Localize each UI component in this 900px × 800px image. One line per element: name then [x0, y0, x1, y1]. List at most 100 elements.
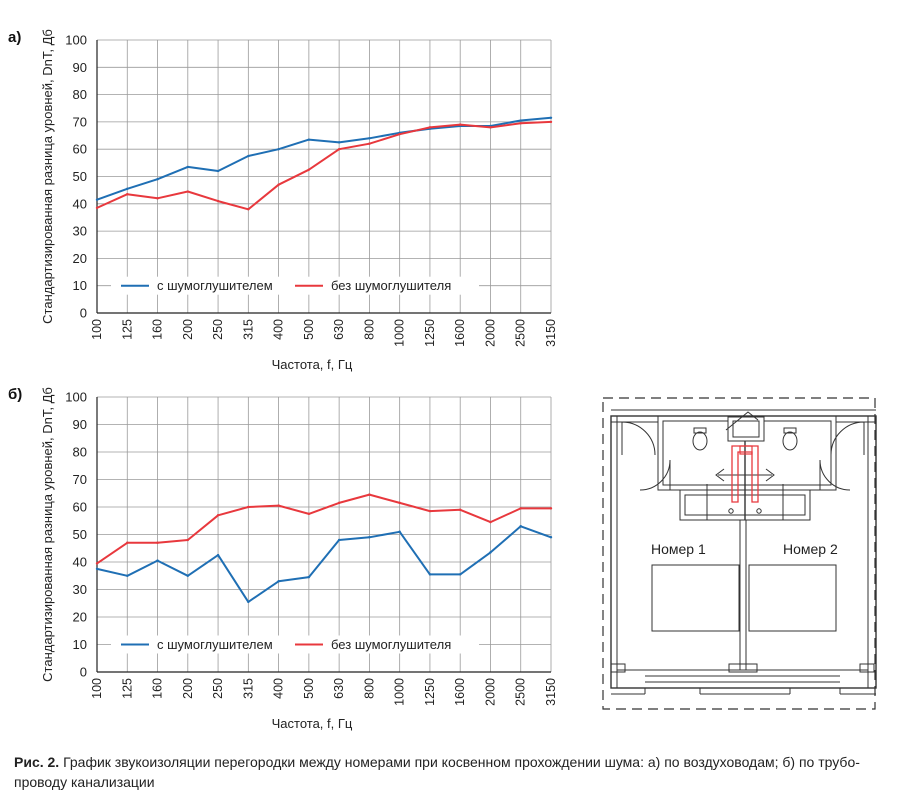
y-tick-label: 50 [73, 527, 87, 542]
y-tick-label: 70 [73, 472, 87, 487]
data-point [519, 525, 522, 528]
series-line [96, 525, 552, 603]
x-tick-label: 400 [272, 678, 286, 699]
data-point [549, 507, 553, 510]
data-point [489, 551, 492, 554]
x-tick-label: 1000 [393, 678, 407, 706]
data-point [277, 183, 280, 186]
y-tick-label: 70 [73, 114, 87, 129]
x-tick-label: 630 [332, 319, 346, 340]
y-tick-label: 10 [73, 637, 87, 652]
x-tick-label: 3150 [544, 319, 558, 347]
y-tick-label: 20 [73, 610, 87, 625]
data-point [216, 169, 220, 173]
door-arc-left [621, 421, 656, 456]
y-tick-label: 30 [73, 224, 87, 239]
x-axis-title: Частота, f, Гц [272, 357, 353, 372]
data-point [337, 141, 341, 144]
x-tick-label: 250 [211, 678, 225, 699]
data-point [156, 197, 159, 200]
x-tick-label: 250 [211, 319, 225, 340]
toilet-left [692, 431, 708, 451]
data-point [489, 126, 492, 129]
data-point [368, 536, 371, 539]
x-tick-label: 2000 [483, 678, 497, 706]
y-axis-title: Стандартизированная разница уровней, DnT… [40, 29, 55, 324]
plan-dashed-boundary [602, 397, 876, 710]
x-tick-label: 100 [90, 678, 104, 699]
data-point [247, 154, 250, 158]
data-point [186, 165, 189, 169]
x-tick-label: 315 [241, 319, 255, 340]
x-tick-label: 125 [120, 678, 134, 699]
panel-label: а) [8, 29, 21, 46]
bed-room-2 [748, 564, 837, 632]
data-point [156, 559, 159, 562]
data-point [247, 505, 250, 509]
data-point [398, 501, 401, 505]
x-tick-label: 400 [272, 319, 286, 340]
data-point [428, 126, 432, 129]
y-tick-label: 40 [73, 555, 87, 570]
y-axis-title: Стандартизированная разница уровней, DnT… [40, 387, 55, 682]
data-point [549, 120, 553, 124]
data-point [126, 541, 129, 544]
data-point [95, 206, 99, 210]
legend-label: с шумоглушителем [157, 278, 273, 293]
data-point [186, 574, 189, 577]
data-point [186, 190, 189, 193]
data-point [337, 148, 341, 151]
data-point [337, 501, 341, 505]
data-point [307, 168, 311, 171]
data-point [307, 512, 311, 516]
data-point [126, 187, 129, 190]
y-tick-label: 20 [73, 251, 87, 266]
data-point [368, 493, 371, 496]
floor-plan-diagram: Номер 1 Номер 2 [602, 397, 877, 710]
x-tick-label: 800 [362, 319, 376, 340]
x-tick-label: 2000 [483, 319, 497, 347]
chart-a: 0 10 20 30 40 50 60 70 80 90 100 100 125 160 200 250 315… [8, 29, 558, 372]
data-point [186, 538, 189, 542]
ventilation-arrow [715, 468, 775, 482]
x-tick-label: 160 [151, 678, 165, 699]
data-point [337, 538, 341, 542]
y-tick-label: 100 [65, 33, 87, 48]
series-line [96, 493, 551, 565]
x-tick-label: 630 [332, 678, 346, 699]
data-point [519, 507, 522, 510]
door-arc-right [830, 421, 865, 456]
x-tick-label: 500 [302, 319, 316, 340]
x-tick-label: 200 [181, 678, 195, 699]
room-2-label: Номер 2 [783, 541, 838, 557]
x-axis-title: Частота, f, Гц [272, 716, 353, 731]
x-tick-label: 315 [241, 678, 255, 699]
room-1-label: Номер 1 [651, 541, 706, 557]
y-tick-label: 0 [80, 665, 87, 680]
data-point [156, 541, 159, 544]
y-tick-label: 0 [80, 306, 87, 321]
data-point [519, 122, 522, 125]
data-point [216, 199, 220, 203]
y-tick-label: 90 [73, 417, 87, 432]
x-tick-label: 1250 [423, 678, 437, 706]
data-point [126, 574, 129, 577]
x-tick-label: 1000 [393, 319, 407, 347]
y-tick-label: 80 [73, 445, 87, 460]
window-strip [616, 669, 869, 689]
data-point [95, 562, 99, 565]
y-tick-label: 50 [73, 169, 87, 184]
y-tick-label: 60 [73, 142, 87, 157]
x-tick-label: 500 [302, 678, 316, 699]
legend-label: с шумоглушителем [157, 637, 273, 652]
x-tick-label: 200 [181, 319, 195, 340]
data-point [156, 178, 159, 181]
y-tick-label: 10 [73, 278, 87, 293]
data-point [519, 119, 522, 122]
x-tick-label: 2500 [514, 678, 528, 706]
legend-label: без шумоглушителя [331, 278, 451, 293]
caption-label: Рис. 2. [14, 754, 60, 770]
y-tick-label: 90 [73, 60, 87, 75]
x-tick-label: 1600 [453, 678, 467, 706]
